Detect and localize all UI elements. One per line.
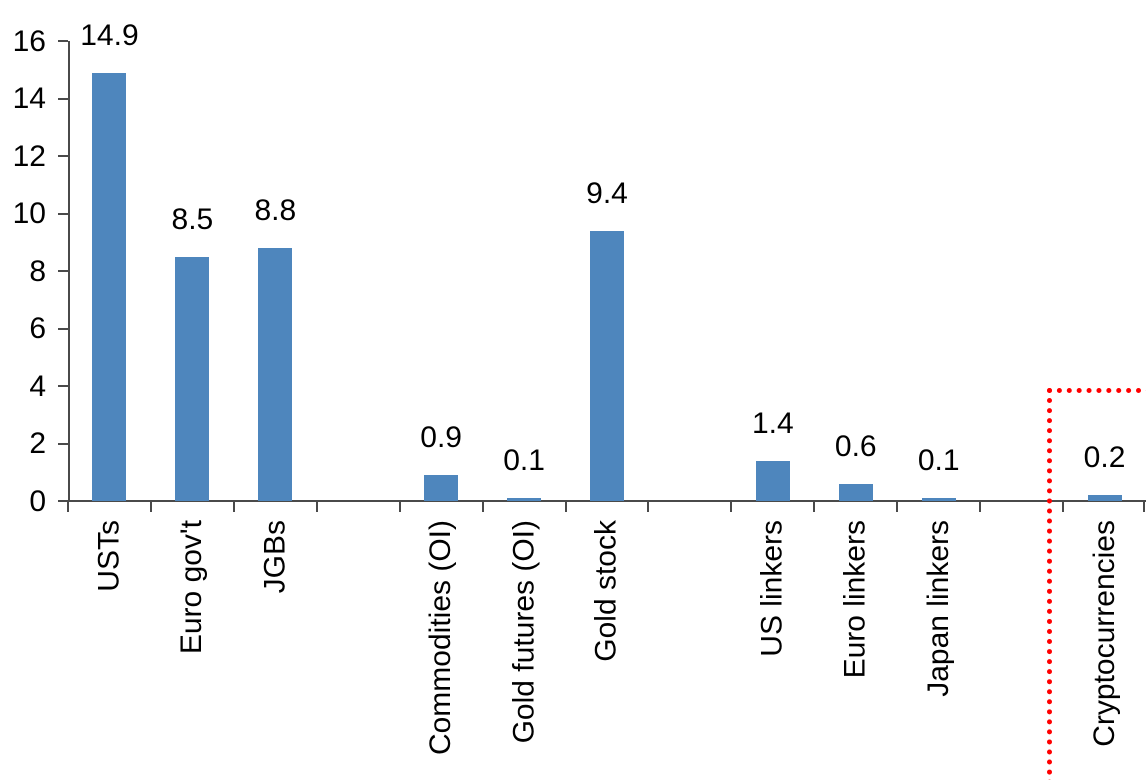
category-label-euro-linkers: Euro linkers bbox=[838, 520, 872, 679]
bar-us-linkers bbox=[755, 460, 790, 501]
x-axis-tick bbox=[647, 502, 650, 512]
category-label-commodities-oi: Commodities (OI) bbox=[424, 520, 458, 756]
category-label-gold-stock: Gold stock bbox=[590, 520, 623, 662]
y-axis-tick bbox=[58, 327, 68, 330]
bar-euro-gov-t bbox=[175, 256, 210, 501]
value-label-gold-stock: 9.4 bbox=[586, 176, 628, 210]
x-axis-tick bbox=[1143, 502, 1145, 512]
y-axis-tick bbox=[58, 385, 68, 387]
value-label-gold-futures-oi: 0.1 bbox=[503, 444, 545, 478]
y-axis-tick bbox=[58, 40, 68, 42]
value-label-cryptocurrencies: 0.2 bbox=[1083, 441, 1126, 475]
x-axis-tick bbox=[979, 502, 982, 512]
y-tick-label-14: 14 bbox=[12, 82, 46, 115]
y-axis-tick bbox=[58, 212, 68, 215]
y-axis-tick bbox=[58, 500, 68, 502]
x-axis-tick bbox=[67, 502, 69, 512]
bar-cryptocurrencies bbox=[1087, 495, 1122, 501]
x-axis-tick bbox=[564, 502, 567, 512]
value-label-commodities-oi: 0.9 bbox=[420, 421, 462, 455]
bar-gold-stock bbox=[590, 230, 624, 501]
x-axis-tick bbox=[232, 502, 235, 512]
y-tick-label-6: 6 bbox=[29, 312, 46, 345]
value-label-us-linkers: 1.4 bbox=[751, 406, 794, 440]
bar-usts bbox=[92, 72, 127, 501]
value-label-euro-linkers: 0.6 bbox=[834, 429, 877, 463]
y-axis-tick bbox=[58, 270, 68, 272]
value-label-japan-linkers: 0.1 bbox=[917, 444, 960, 478]
x-axis-tick bbox=[149, 502, 152, 512]
bar-jgbs bbox=[258, 248, 293, 501]
value-label-jgbs: 8.8 bbox=[254, 194, 297, 227]
category-label-usts: USTs bbox=[92, 520, 126, 592]
y-axis-tick bbox=[58, 442, 68, 445]
bar-euro-linkers bbox=[838, 483, 873, 501]
x-axis-tick bbox=[481, 502, 484, 512]
x-axis-tick bbox=[398, 502, 401, 512]
category-label-gold-futures-oi: Gold futures (OI) bbox=[507, 520, 541, 744]
y-tick-label-0: 0 bbox=[29, 484, 46, 518]
y-axis-line bbox=[68, 41, 70, 502]
category-label-euro-gov-t: Euro gov't bbox=[175, 520, 209, 655]
x-axis-tick bbox=[896, 502, 899, 512]
y-tick-label-8: 8 bbox=[29, 254, 46, 288]
x-axis-line bbox=[68, 500, 1146, 502]
y-axis-tick bbox=[58, 155, 68, 157]
x-axis-tick bbox=[1062, 502, 1065, 512]
bar-commodities-oi bbox=[424, 475, 459, 501]
y-tick-label-16: 16 bbox=[12, 24, 46, 58]
y-tick-label-12: 12 bbox=[12, 139, 46, 173]
category-label-jgbs: JGBs bbox=[258, 520, 292, 594]
highlight-box-cryptocurrencies bbox=[1046, 388, 1146, 780]
bar-japan-linkers bbox=[921, 498, 956, 501]
value-label-euro-gov-t: 8.5 bbox=[171, 202, 214, 236]
y-tick-label-4: 4 bbox=[29, 369, 46, 403]
x-axis-tick bbox=[813, 502, 816, 512]
value-label-usts: 14.9 bbox=[80, 18, 139, 52]
x-axis-tick bbox=[730, 502, 733, 512]
category-label-us-linkers: US linkers bbox=[755, 520, 789, 657]
y-tick-label-10: 10 bbox=[12, 197, 46, 230]
y-tick-label-2: 2 bbox=[29, 427, 46, 460]
bar-gold-futures-oi bbox=[507, 498, 542, 501]
y-axis-tick bbox=[58, 97, 68, 100]
category-label-japan-linkers: Japan linkers bbox=[921, 520, 955, 697]
x-axis-tick bbox=[315, 502, 318, 512]
